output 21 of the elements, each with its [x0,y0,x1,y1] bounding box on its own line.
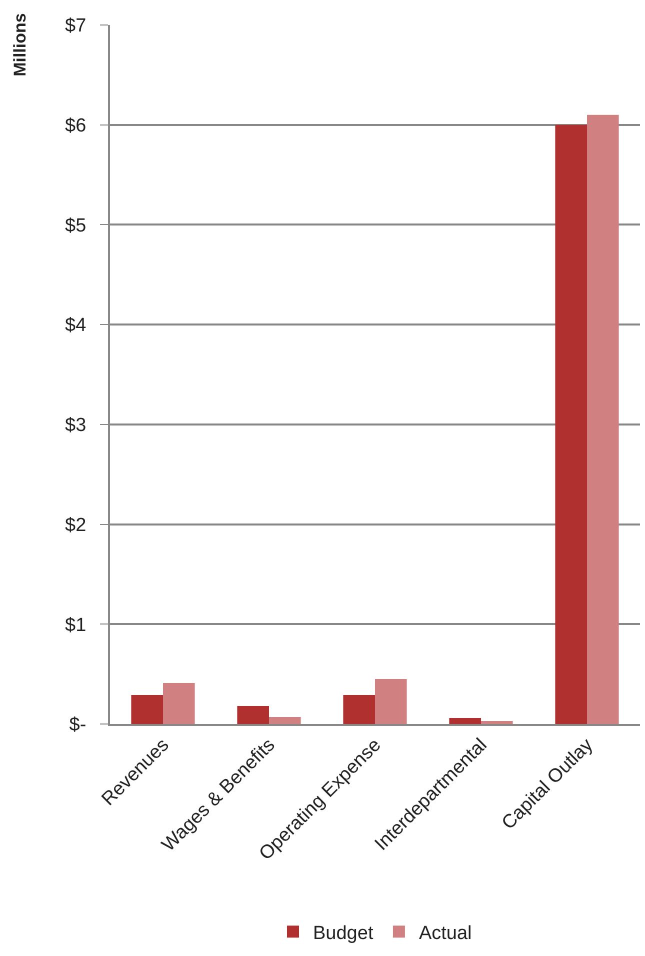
bar [375,679,407,724]
bar [587,114,619,724]
bar [237,706,269,724]
bar [555,124,587,724]
y-axis-title: Millions [10,13,30,76]
y-tick-label: $6 [65,116,86,137]
legend-label: Actual [418,922,472,944]
y-tick-label: $1 [65,614,86,636]
bar [131,695,163,724]
y-tick-label: $7 [65,16,86,37]
legend-label: Budget [313,922,374,944]
y-tick-label: $5 [65,215,86,236]
y-tick-label: $3 [65,415,86,436]
y-tick-label: $4 [65,315,87,336]
bar [449,718,481,724]
y-tick-label: $- [69,714,86,736]
bar [343,695,375,724]
bar [481,721,513,724]
bar [163,683,195,724]
bar [269,717,301,724]
y-tick-label: $2 [65,514,86,536]
